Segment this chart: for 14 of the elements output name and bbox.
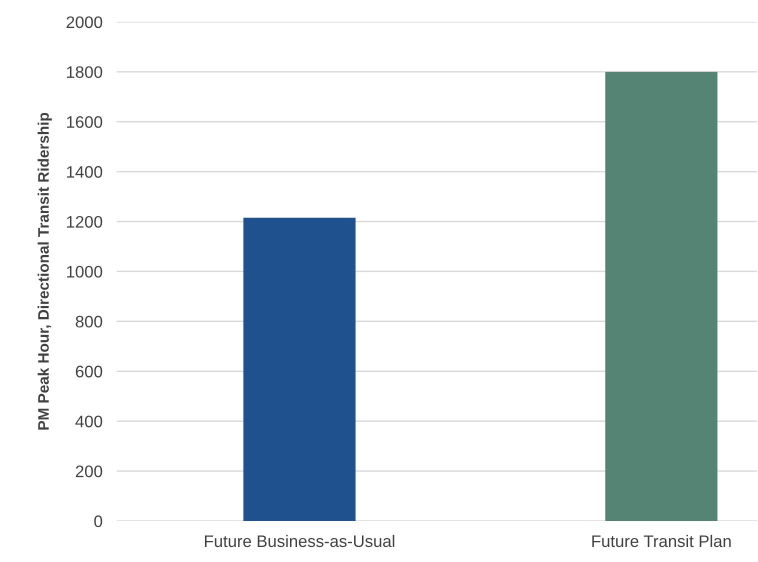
y-tick-label: 1000 bbox=[67, 266, 102, 278]
y-tick-label: 800 bbox=[76, 316, 102, 328]
y-tick-label: 1600 bbox=[67, 116, 102, 128]
y-tick-label: 2000 bbox=[66, 16, 102, 28]
y-axis-title: PM Peak Hour, Directional Transit Ridership bbox=[38, 112, 52, 430]
y-tick-label: 200 bbox=[76, 465, 102, 478]
y-tick-label: 1200 bbox=[67, 216, 102, 228]
y-tick-label: 600 bbox=[76, 366, 102, 378]
y-tick-label: 0 bbox=[94, 515, 102, 528]
y-tick-label: 1800 bbox=[67, 66, 102, 78]
x-tick-label: Future Business-as-Usual bbox=[204, 534, 394, 548]
y-tick-label: 1400 bbox=[67, 166, 102, 178]
y-tick-label: 400 bbox=[75, 416, 102, 428]
x-tick-label: Future Transit Plan bbox=[592, 534, 731, 548]
